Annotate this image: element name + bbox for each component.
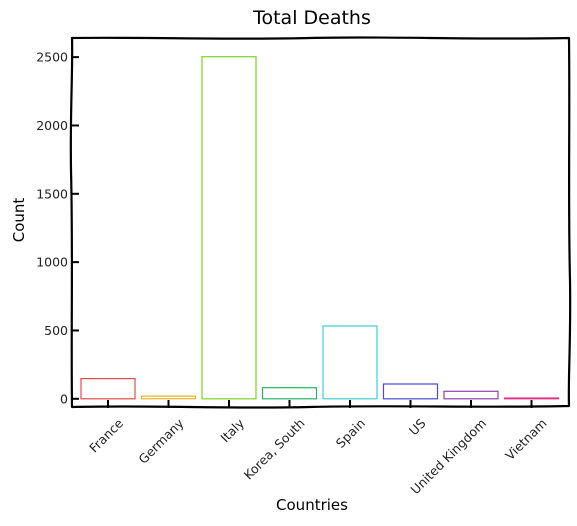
x-tick-label-france: France — [86, 415, 126, 455]
plot-frame — [69, 36, 572, 409]
x-tick-label-spain: Spain — [333, 416, 368, 451]
bar-france — [80, 378, 136, 400]
y-axis-label: Count — [10, 198, 28, 243]
x-tick-label-vietnam: Vietnam — [502, 416, 549, 463]
y-tick-label: 0 — [60, 391, 68, 406]
y-tick-label: 1500 — [36, 186, 68, 201]
y-tick-label: 2500 — [36, 50, 68, 65]
x-axis-label: Countries — [276, 496, 348, 514]
bar-italy — [201, 56, 257, 400]
bar-group — [80, 56, 560, 400]
bar-spain — [322, 325, 378, 400]
bar-vietnam — [503, 397, 560, 400]
bar-germany — [140, 395, 197, 400]
bar-korea-south — [261, 387, 318, 400]
y-tick-label: 2000 — [36, 118, 68, 133]
bar-united-kingdom — [443, 390, 499, 400]
x-tick-label-germany: Germany — [135, 415, 187, 467]
chart-title: Total Deaths — [252, 7, 371, 29]
y-axis-ticks: 0 500 1000 1500 2000 2500 — [36, 50, 79, 406]
x-tick-label-us: US — [406, 415, 429, 438]
y-tick-label: 500 — [44, 323, 68, 338]
x-tick-label-korea-south: Korea, South — [241, 416, 308, 483]
x-tick-label-italy: Italy — [217, 415, 247, 445]
bar-us — [382, 383, 439, 400]
y-tick-label: 1000 — [36, 255, 68, 270]
